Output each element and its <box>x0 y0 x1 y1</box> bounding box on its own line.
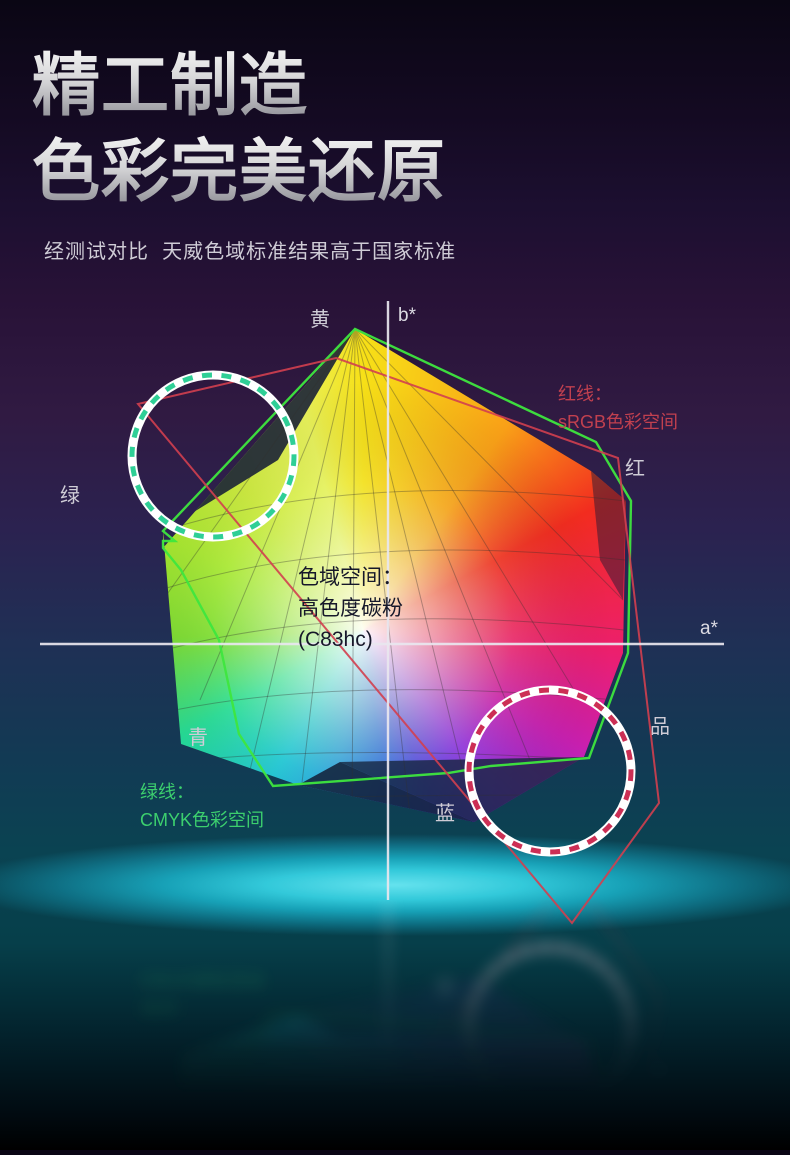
svg-text:青: 青 <box>188 726 208 749</box>
svg-text:绿线：: 绿线： <box>140 782 194 802</box>
svg-text:色域空间：: 色域空间： <box>298 566 403 589</box>
svg-text:蓝: 蓝 <box>435 802 455 825</box>
svg-text:高色度碳粉: 高色度碳粉 <box>298 597 403 620</box>
svg-text:a*: a* <box>700 618 719 639</box>
svg-text:品: 品 <box>650 716 670 738</box>
svg-text:绿: 绿 <box>60 484 80 507</box>
svg-text:b*: b* <box>398 305 417 326</box>
svg-text:sRGB色彩空间: sRGB色彩空间 <box>558 412 678 432</box>
svg-text:红线：: 红线： <box>558 384 612 404</box>
svg-text:红: 红 <box>625 457 645 480</box>
svg-text:黄: 黄 <box>310 308 330 331</box>
svg-text:(C83hc): (C83hc) <box>298 628 373 651</box>
svg-text:CMYK色彩空间: CMYK色彩空间 <box>140 810 264 830</box>
